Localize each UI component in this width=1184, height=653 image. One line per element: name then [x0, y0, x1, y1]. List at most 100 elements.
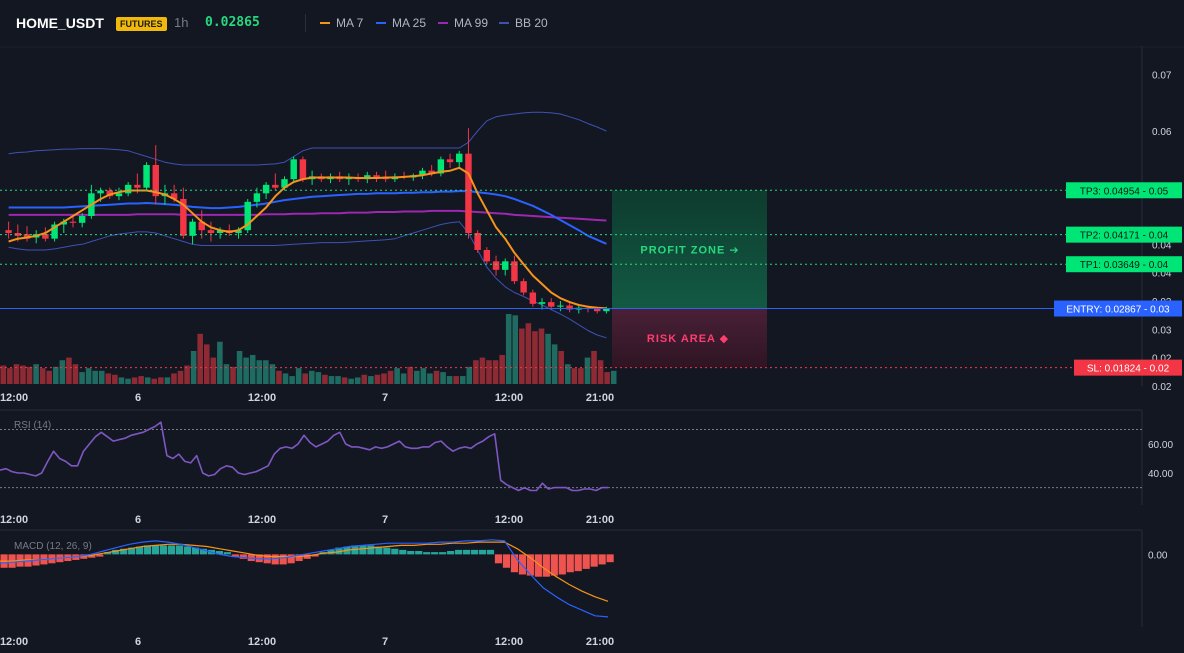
legend-ma25[interactable]: MA 25	[376, 14, 426, 32]
volume-bar	[564, 364, 571, 384]
volume-bar	[381, 373, 387, 384]
candle-body	[373, 175, 380, 178]
candle-body	[428, 170, 435, 174]
sl-level-tag	[1074, 359, 1182, 376]
candle-body	[456, 153, 463, 163]
volume-bar	[591, 350, 597, 384]
candle-body	[272, 184, 279, 188]
volume-bar	[459, 376, 466, 384]
rsi-x-tick-label: 12:00	[495, 514, 523, 526]
macd-histogram-bar	[534, 554, 542, 577]
candle-body	[189, 221, 196, 236]
legend-bb20-swatch	[499, 21, 509, 24]
candle-body	[106, 190, 113, 197]
price-x-tick-label: 21:00	[586, 392, 614, 404]
volume-bar	[53, 366, 59, 384]
macd-histogram-bar	[574, 554, 582, 572]
volume-bar	[13, 364, 20, 384]
macd-histogram-bar	[295, 554, 303, 562]
macd-histogram-bar	[144, 545, 152, 555]
macd-line	[0, 539, 609, 618]
volume-bar	[341, 377, 348, 384]
header-divider	[305, 14, 306, 32]
volume-bar	[512, 315, 519, 384]
candle-body	[290, 159, 297, 180]
macd-histogram-bar	[470, 549, 479, 555]
candle-body	[97, 190, 104, 194]
volume-bar	[236, 350, 243, 384]
candle-body	[216, 230, 224, 233]
volume-bar	[217, 341, 223, 384]
macd-histogram-bar	[423, 552, 431, 555]
volume-bar	[256, 360, 263, 384]
volume-bar	[420, 368, 427, 384]
volume-bar	[131, 377, 138, 384]
legend-ma99-label: MA 99	[454, 16, 489, 30]
macd-histogram-bar	[287, 554, 295, 564]
candle-body	[253, 193, 261, 202]
ma99-line	[8, 209, 607, 222]
macd-histogram-bar	[407, 551, 415, 555]
price-x-tick-label: 7	[382, 392, 388, 404]
volume-bar	[263, 360, 269, 384]
candle-body	[483, 250, 491, 262]
candle-body	[538, 302, 546, 304]
candle-body	[548, 302, 555, 307]
volume-bar	[118, 377, 125, 384]
macd-histogram-bar	[175, 545, 184, 555]
symbol-name[interactable]: HOME_USDT	[16, 15, 104, 31]
candle-body	[152, 165, 159, 197]
candle-body	[437, 159, 445, 174]
candle-body	[115, 193, 123, 197]
volume-bar	[309, 370, 315, 384]
risk-zone-label: RISK AREA ◆	[647, 333, 729, 345]
price-y-tick-label: 0.06	[1152, 127, 1172, 138]
tp-level-tag	[1066, 182, 1182, 199]
volume-bar	[125, 378, 131, 384]
macd-histogram-bar	[231, 554, 239, 557]
macd-histogram-bar	[359, 545, 367, 555]
rsi-title: RSI (14)	[14, 420, 51, 431]
candle-body	[207, 230, 215, 233]
macd-histogram-bar	[526, 554, 534, 576]
volume-bar	[26, 366, 33, 384]
rsi-x-tick-label: 6	[135, 514, 141, 526]
volume-bar	[315, 372, 322, 384]
rsi-y-tick-label: 40.00	[1148, 469, 1173, 480]
volume-bar	[571, 368, 578, 384]
volume-bar	[519, 328, 525, 384]
interval-selector[interactable]: 1h	[174, 15, 189, 30]
legend-ma7-swatch	[320, 21, 330, 24]
macd-histogram-bar	[335, 547, 343, 555]
candle-body	[170, 193, 178, 199]
candle-body	[235, 230, 242, 233]
volume-bar	[7, 368, 13, 384]
macd-histogram-bar	[455, 549, 463, 555]
tp-level-label: TP2: 0.04171 - 0.04	[1080, 231, 1169, 242]
macd-histogram-bar	[486, 549, 495, 555]
tp-level-tag	[1066, 256, 1182, 273]
macd-histogram-bar	[399, 549, 407, 555]
candle-body	[474, 233, 481, 250]
price-y-tick-label: 0.02	[1152, 354, 1172, 365]
legend-ma99[interactable]: MA 99	[438, 14, 488, 32]
rsi-x-tick-label: 21:00	[586, 514, 614, 526]
volume-bar	[584, 357, 591, 384]
legend-bb20[interactable]: BB 20	[499, 14, 548, 32]
volume-bar	[302, 373, 308, 384]
legend-ma25-swatch	[376, 21, 386, 24]
legend-ma7[interactable]: MA 7	[320, 14, 363, 32]
macd-histogram-bar	[462, 549, 471, 555]
macd-histogram-bar	[167, 545, 176, 555]
price-x-tick-label: 12:00	[495, 392, 523, 404]
candle-body	[520, 281, 527, 293]
macd-x-tick-label: 7	[382, 636, 388, 648]
risk-zone	[612, 308, 767, 368]
macd-histogram-bar	[590, 554, 598, 567]
candle-body	[529, 292, 537, 304]
volume-bar	[492, 360, 499, 384]
volume-bar	[578, 368, 584, 384]
volume-bar	[610, 370, 617, 384]
macd-histogram-bar	[104, 552, 112, 555]
